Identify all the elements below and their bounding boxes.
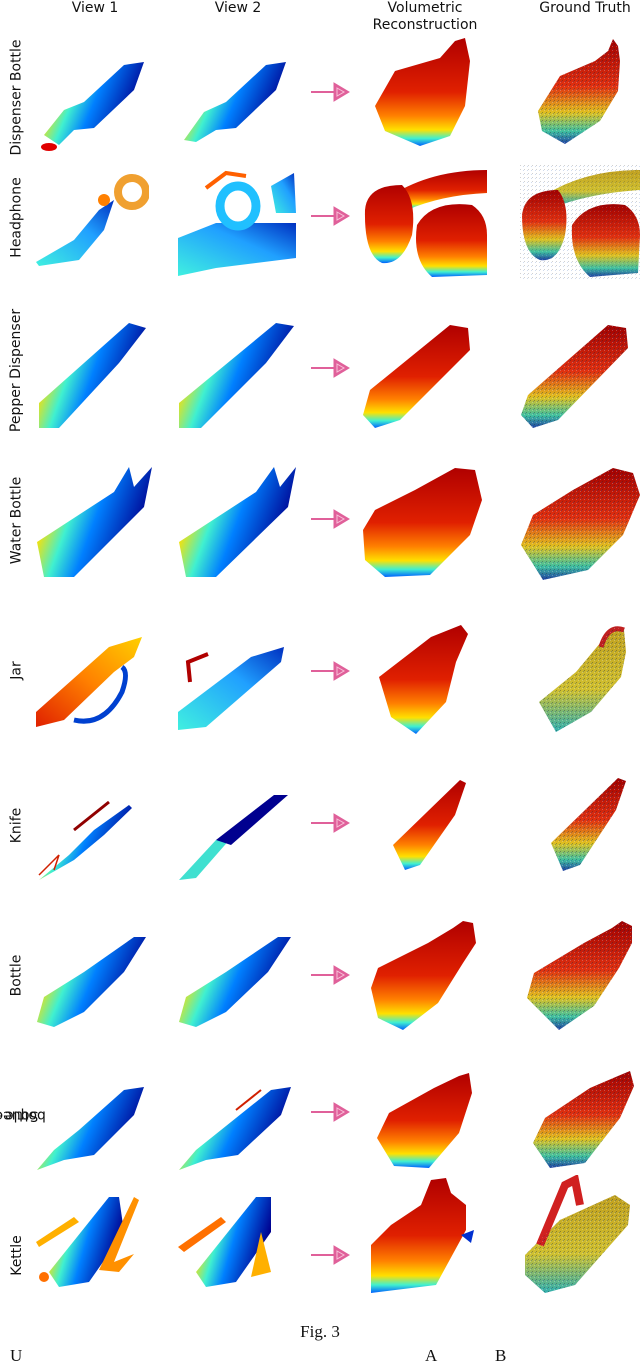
kettle-ground-truth (520, 1175, 638, 1293)
figure-caption: Fig. 3 (300, 1322, 340, 1341)
pepper-dispenser-view-2 (176, 318, 296, 430)
right-arrow-icon (311, 508, 351, 530)
right-arrow-icon (311, 205, 351, 227)
column-header-view-2: View 2 (214, 0, 262, 16)
right-arrow-icon (311, 660, 351, 682)
column-header-view-1: View 1 (71, 0, 119, 16)
water-bottle-view-2 (176, 462, 298, 580)
squeeze-bottle-view-2 (176, 1075, 296, 1175)
jar-view-1 (34, 632, 146, 732)
knife-view-1 (34, 790, 134, 885)
pepper-dispenser-reconstruction (360, 320, 475, 430)
row-label-dispenser-bottle: Dispenser Bottle (8, 39, 25, 156)
jar-reconstruction (376, 622, 471, 737)
water-bottle-view-1 (34, 462, 152, 580)
truncated-text: U (10, 1346, 23, 1365)
right-arrow-icon (311, 357, 351, 379)
headphone-view-2 (176, 168, 298, 276)
dispenser-bottle-view-1 (34, 50, 149, 155)
kettle-view-1 (34, 1192, 152, 1287)
water-bottle-reconstruction (360, 465, 482, 580)
kettle-view-2 (176, 1192, 294, 1287)
row-label-squeeze-bottle: Squeezebottle (0, 1107, 46, 1124)
bottle-ground-truth (524, 918, 640, 1033)
row-label-water-bottle: Water Bottle (8, 476, 25, 564)
headphone-ground-truth (520, 165, 640, 280)
right-arrow-icon (311, 1244, 351, 1266)
dispenser-bottle-ground-truth (530, 36, 635, 154)
right-arrow-icon (311, 1101, 351, 1123)
right-arrow-icon (311, 964, 351, 986)
row-label-kettle: Kettle (8, 1234, 25, 1276)
truncated-text: B (495, 1346, 507, 1365)
row-label-knife: Knife (8, 807, 25, 843)
row-label-bottle: Bottle (8, 954, 25, 996)
kettle-reconstruction (366, 1175, 476, 1293)
right-arrow-icon (311, 81, 351, 103)
jar-ground-truth (536, 622, 636, 737)
headphone-view-1 (34, 170, 149, 270)
jar-view-2 (176, 632, 288, 732)
water-bottle-ground-truth (518, 465, 640, 583)
row-label-jar: Jar (8, 660, 25, 680)
column-header-ground-truth: Ground Truth (539, 0, 631, 16)
squeeze-bottle-view-1 (34, 1075, 146, 1175)
column-header-line-1: Volumetric (387, 0, 463, 16)
bottle-view-2 (176, 932, 294, 1032)
knife-reconstruction (390, 775, 470, 875)
headphone-reconstruction (362, 165, 487, 280)
truncated-text: A (425, 1346, 438, 1365)
pepper-dispenser-view-1 (34, 318, 149, 430)
bottle-view-1 (34, 932, 149, 1032)
row-label-pepper-dispenser: Pepper Dispenser (8, 308, 25, 432)
knife-ground-truth (548, 775, 628, 875)
column-header-line-2: Reconstruction (372, 17, 478, 33)
pepper-dispenser-ground-truth (518, 320, 633, 430)
squeeze-bottle-ground-truth (530, 1068, 636, 1173)
dispenser-bottle-reconstruction (370, 36, 485, 154)
column-header-volumetric-reconstruction: Volumetric Reconstruction (360, 0, 490, 34)
right-arrow-icon (311, 812, 351, 834)
knife-view-2 (176, 790, 291, 885)
squeeze-bottle-reconstruction (374, 1068, 474, 1173)
dispenser-bottle-view-2 (176, 50, 291, 155)
bottle-reconstruction (368, 918, 483, 1033)
row-label-headphone: Headphone (8, 177, 25, 258)
